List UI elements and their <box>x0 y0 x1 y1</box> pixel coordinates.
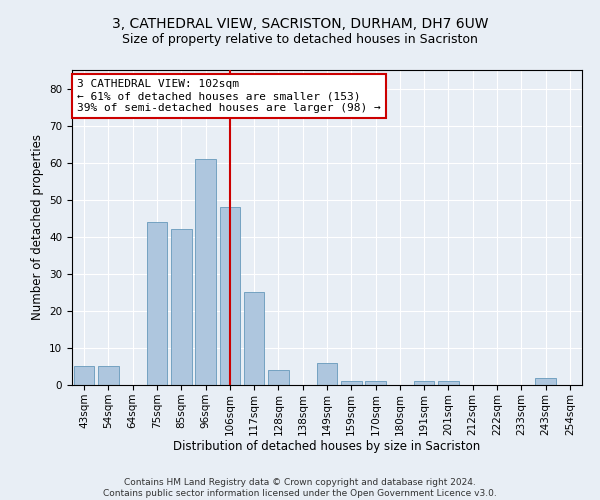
Bar <box>365 382 386 385</box>
Bar <box>220 207 240 385</box>
Text: Size of property relative to detached houses in Sacriston: Size of property relative to detached ho… <box>122 32 478 46</box>
Text: Contains HM Land Registry data © Crown copyright and database right 2024.
Contai: Contains HM Land Registry data © Crown c… <box>103 478 497 498</box>
Bar <box>195 159 216 385</box>
Bar <box>244 292 265 385</box>
Bar <box>171 230 191 385</box>
Bar <box>438 382 459 385</box>
Bar <box>317 363 337 385</box>
Text: 3 CATHEDRAL VIEW: 102sqm
← 61% of detached houses are smaller (153)
39% of semi-: 3 CATHEDRAL VIEW: 102sqm ← 61% of detach… <box>77 80 381 112</box>
Text: 3, CATHEDRAL VIEW, SACRISTON, DURHAM, DH7 6UW: 3, CATHEDRAL VIEW, SACRISTON, DURHAM, DH… <box>112 18 488 32</box>
X-axis label: Distribution of detached houses by size in Sacriston: Distribution of detached houses by size … <box>173 440 481 454</box>
Y-axis label: Number of detached properties: Number of detached properties <box>31 134 44 320</box>
Bar <box>414 382 434 385</box>
Bar <box>98 366 119 385</box>
Bar <box>74 366 94 385</box>
Bar <box>535 378 556 385</box>
Bar <box>341 382 362 385</box>
Bar <box>146 222 167 385</box>
Bar <box>268 370 289 385</box>
